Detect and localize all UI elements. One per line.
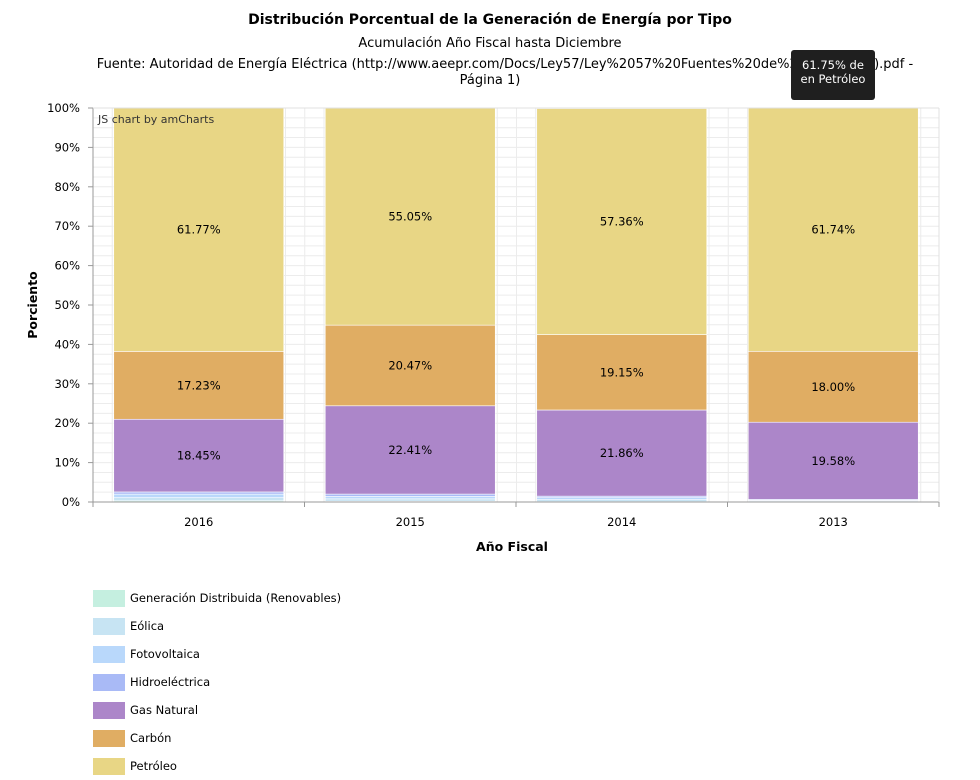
legend-label: Petróleo — [130, 759, 177, 773]
legend-label: Carbón — [130, 731, 171, 745]
data-label: 61.74% — [811, 223, 855, 237]
legend-label: Fotovoltaica — [130, 647, 200, 661]
data-label: 19.15% — [600, 365, 644, 379]
x-tick-label: 2015 — [396, 515, 425, 529]
legend-label: Eólica — [130, 619, 164, 633]
y-tick-label: 0% — [62, 495, 80, 509]
legend-label: Generación Distribuida (Renovables) — [130, 591, 341, 605]
data-label: 17.23% — [177, 378, 221, 392]
legend-item[interactable]: Generación Distribuida (Renovables) — [93, 584, 341, 612]
bar-segment — [114, 498, 284, 501]
legend-item[interactable]: Carbón — [93, 724, 341, 752]
tooltip-line1: 61.75% de — [791, 58, 875, 72]
legend-swatch — [93, 618, 125, 635]
y-axis-title: Porciento — [25, 271, 40, 339]
y-tick-label: 70% — [54, 219, 80, 233]
legend-swatch — [93, 730, 125, 747]
x-tick-label: 2013 — [819, 515, 848, 529]
y-tick-label: 10% — [54, 456, 80, 470]
legend-swatch — [93, 646, 125, 663]
legend-label: Gas Natural — [130, 703, 198, 717]
bar-segment — [114, 494, 284, 498]
data-label: 55.05% — [388, 210, 432, 224]
x-axis-title: Año Fiscal — [476, 539, 548, 554]
legend: Generación Distribuida (Renovables) Eólic… — [93, 584, 341, 780]
y-tick-label: 50% — [54, 298, 80, 312]
tooltip: 61.75% de en Petróleo — [791, 50, 875, 100]
data-label: 19.58% — [811, 454, 855, 468]
y-tick-label: 60% — [54, 259, 80, 273]
data-label: 18.00% — [811, 380, 855, 394]
y-tick-label: 30% — [54, 377, 80, 391]
y-tick-label: 90% — [54, 140, 80, 154]
legend-swatch — [93, 758, 125, 775]
y-tick-label: 100% — [47, 101, 80, 115]
data-label: 57.36% — [600, 215, 644, 229]
legend-item[interactable]: Eólica — [93, 612, 341, 640]
legend-item[interactable]: Hidroeléctrica — [93, 668, 341, 696]
tooltip-line2: en Petróleo — [791, 72, 875, 86]
legend-label: Hidroeléctrica — [130, 675, 210, 689]
data-label: 18.45% — [177, 449, 221, 463]
y-tick-label: 80% — [54, 180, 80, 194]
y-tick-label: 40% — [54, 337, 80, 351]
legend-item[interactable]: Gas Natural — [93, 696, 341, 724]
x-tick-label: 2014 — [607, 515, 636, 529]
legend-item[interactable]: Fotovoltaica — [93, 640, 341, 668]
data-label: 22.41% — [388, 443, 432, 457]
bar-segment — [114, 492, 284, 494]
data-label: 21.86% — [600, 446, 644, 460]
data-label: 61.77% — [177, 223, 221, 237]
legend-swatch — [93, 702, 125, 719]
y-tick-label: 20% — [54, 416, 80, 430]
x-tick-label: 2016 — [184, 515, 213, 529]
data-label: 20.47% — [388, 358, 432, 372]
legend-swatch — [93, 590, 125, 607]
amcharts-credit: JS chart by amCharts — [97, 113, 214, 126]
bar-segment — [325, 499, 495, 501]
legend-swatch — [93, 674, 125, 691]
bar-segment — [325, 496, 495, 498]
bar-segment — [325, 494, 495, 496]
